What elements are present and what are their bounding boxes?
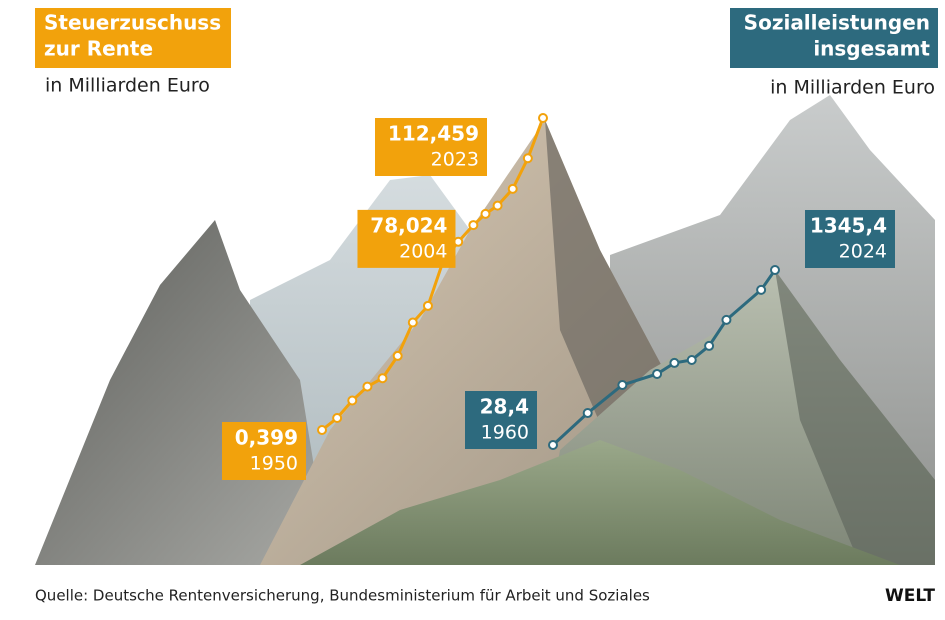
data-point	[686, 355, 697, 366]
year-label: 1950	[250, 453, 298, 475]
data-point	[652, 368, 663, 379]
data-label: 28,4 1960	[465, 391, 537, 449]
data-point	[617, 379, 628, 390]
year-label: 2023	[431, 149, 479, 171]
title: Sozialleistungen	[744, 11, 930, 35]
data-point	[669, 357, 680, 368]
data-point	[317, 425, 327, 435]
value-label: 112,459	[388, 122, 479, 146]
label-box	[375, 118, 487, 176]
data-point	[492, 200, 503, 211]
subtitle: in Milliarden Euro	[45, 75, 210, 97]
data-label: 0,399 1950	[222, 422, 306, 480]
data-line	[551, 269, 777, 447]
mountains	[35, 95, 935, 565]
data-point	[548, 440, 558, 450]
data-point	[756, 284, 767, 295]
data-point	[468, 220, 479, 231]
data-label: 112,459 2023	[375, 118, 487, 176]
data-point	[347, 395, 358, 406]
data-point	[392, 350, 403, 361]
data-point	[377, 373, 388, 384]
label-box	[465, 391, 537, 449]
subtitle: in Milliarden Euro	[770, 77, 935, 99]
data-point	[538, 113, 548, 123]
title: insgesamt	[813, 37, 930, 61]
title: Steuerzuschuss	[44, 11, 221, 35]
label-box	[357, 209, 456, 268]
brand: WELT	[885, 586, 935, 606]
value-label: 28,4	[480, 395, 529, 419]
title-box	[730, 8, 938, 68]
data-label: 1345,4 2024	[805, 210, 895, 268]
data-point	[422, 300, 433, 311]
value-label: 0,399	[235, 426, 298, 450]
year-label: 2004	[399, 240, 447, 262]
value-label: 78,024	[370, 213, 447, 237]
data-line	[321, 117, 545, 432]
title: zur Rente	[44, 37, 153, 61]
data-point	[522, 153, 533, 164]
data-label: 78,024 2004	[357, 209, 456, 268]
data-point	[480, 208, 491, 219]
data-point	[407, 317, 418, 328]
value-label: 1345,4	[810, 214, 887, 238]
data-point	[362, 381, 373, 392]
source: Quelle: Deutsche Rentenversicherung, Bun…	[35, 587, 650, 605]
data-point	[332, 413, 343, 424]
data-point	[507, 183, 518, 194]
data-point	[704, 340, 715, 351]
label-box	[222, 422, 306, 480]
label-box	[805, 210, 895, 268]
data-point	[582, 408, 593, 419]
data-point	[721, 314, 732, 325]
title-box	[35, 8, 231, 68]
year-label: 2024	[839, 241, 887, 263]
data-point	[770, 265, 780, 275]
year-label: 1960	[481, 422, 529, 444]
